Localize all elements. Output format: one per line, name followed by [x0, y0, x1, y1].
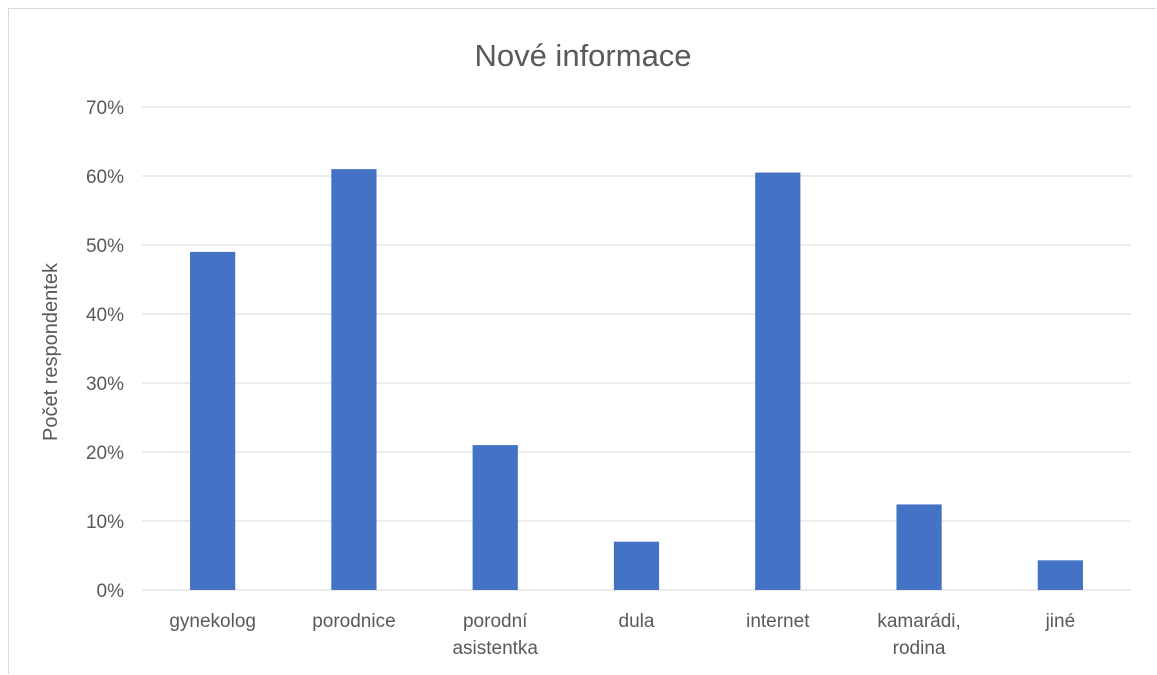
y-tick-label: 0% — [97, 581, 125, 602]
x-tick-labels: gynekolog porodnice porodní asistentka dula i… — [169, 611, 1075, 659]
y-tick-label: 30% — [86, 374, 124, 395]
bar — [331, 169, 377, 590]
y-tick-label: 10% — [86, 512, 124, 533]
x-tick-label-line: dula — [619, 611, 655, 632]
y-tick-label: 50% — [86, 236, 124, 257]
x-tick-label: jiné — [1045, 611, 1076, 632]
x-tick-label-line: porodní — [463, 611, 528, 632]
x-tick-label-line: jiné — [1045, 611, 1076, 632]
x-tick-label: internet — [746, 611, 810, 632]
x-tick-label-line: porodnice — [312, 611, 395, 632]
y-tick-label: 40% — [86, 305, 124, 326]
chart-frame — [8, 8, 1156, 674]
x-tick-label-line: kamarádi, — [877, 611, 960, 632]
bar — [1037, 560, 1083, 590]
x-tick-label-line: gynekolog — [169, 611, 256, 632]
y-tick-label: 70% — [86, 98, 124, 119]
y-tick-label: 20% — [86, 443, 124, 464]
x-tick-label: kamarádi, rodina — [877, 611, 960, 659]
x-tick-label: gynekolog — [169, 611, 256, 632]
bar — [896, 504, 942, 590]
chart-title: Nové informace — [474, 38, 691, 73]
x-tick-label: porodnice — [312, 611, 395, 632]
bar — [190, 251, 236, 590]
x-tick-label-line: internet — [746, 611, 810, 632]
bars — [190, 169, 1083, 591]
y-tick-labels: 0% 10% 20% 30% 40% 50% 60% 70% — [86, 98, 124, 602]
x-tick-label-line: rodina — [893, 638, 946, 659]
x-tick-label-line: asistentka — [452, 638, 538, 659]
x-tick-label: dula — [619, 611, 655, 632]
grid-lines — [142, 106, 1131, 591]
bar — [755, 172, 801, 591]
bar — [613, 541, 660, 590]
bar — [472, 445, 518, 590]
y-tick-label: 60% — [86, 167, 124, 188]
y-axis-label: Počet respondentek — [40, 262, 62, 441]
x-tick-label: porodní asistentka — [452, 611, 538, 659]
